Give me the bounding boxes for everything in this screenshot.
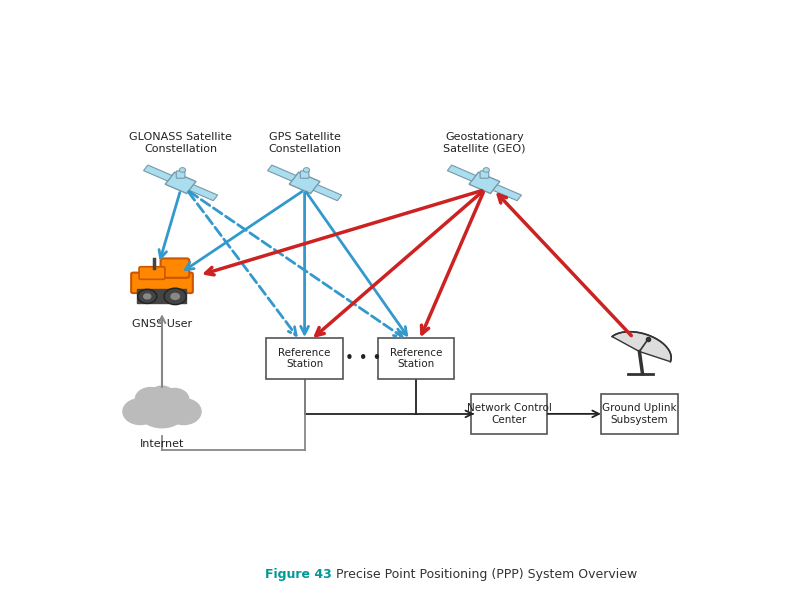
- Polygon shape: [267, 165, 296, 181]
- Text: GPS Satellite
Constellation: GPS Satellite Constellation: [268, 132, 341, 154]
- FancyBboxPatch shape: [480, 171, 489, 178]
- FancyBboxPatch shape: [161, 259, 190, 278]
- Circle shape: [135, 388, 166, 410]
- Polygon shape: [166, 172, 196, 194]
- Polygon shape: [290, 172, 320, 194]
- Circle shape: [179, 167, 186, 172]
- Circle shape: [166, 398, 201, 425]
- Text: Figure 43: Figure 43: [266, 568, 332, 581]
- FancyBboxPatch shape: [176, 171, 185, 178]
- FancyBboxPatch shape: [300, 171, 309, 178]
- Text: Reference
Station: Reference Station: [278, 347, 330, 369]
- Text: Network Control
Center: Network Control Center: [466, 403, 552, 425]
- FancyBboxPatch shape: [139, 267, 165, 280]
- FancyBboxPatch shape: [602, 394, 678, 434]
- Text: Ground Uplink
Subsystem: Ground Uplink Subsystem: [602, 403, 677, 425]
- Circle shape: [123, 398, 158, 425]
- Circle shape: [160, 388, 189, 410]
- Text: Geostationary
Satellite (GEO): Geostationary Satellite (GEO): [443, 132, 526, 154]
- Circle shape: [150, 386, 174, 404]
- Circle shape: [138, 391, 187, 428]
- Circle shape: [164, 288, 186, 305]
- Polygon shape: [469, 172, 500, 194]
- FancyBboxPatch shape: [471, 394, 547, 434]
- Circle shape: [170, 293, 180, 300]
- Circle shape: [143, 293, 151, 299]
- Polygon shape: [612, 332, 671, 362]
- Text: • • •: • • •: [346, 351, 382, 366]
- Text: GNSS User: GNSS User: [132, 319, 192, 329]
- FancyBboxPatch shape: [131, 272, 193, 293]
- FancyBboxPatch shape: [266, 338, 342, 379]
- Text: Precise Point Positioning (PPP) System Overview: Precise Point Positioning (PPP) System O…: [332, 568, 638, 581]
- Circle shape: [483, 167, 490, 172]
- Polygon shape: [143, 165, 172, 181]
- Polygon shape: [493, 185, 522, 200]
- Text: Internet: Internet: [140, 439, 184, 449]
- Circle shape: [138, 289, 157, 304]
- Polygon shape: [189, 185, 218, 200]
- FancyBboxPatch shape: [378, 338, 454, 379]
- Polygon shape: [447, 165, 476, 181]
- Text: GLONASS Satellite
Constellation: GLONASS Satellite Constellation: [129, 132, 232, 154]
- Circle shape: [303, 167, 310, 172]
- Text: Reference
Station: Reference Station: [390, 347, 442, 369]
- Polygon shape: [313, 185, 342, 200]
